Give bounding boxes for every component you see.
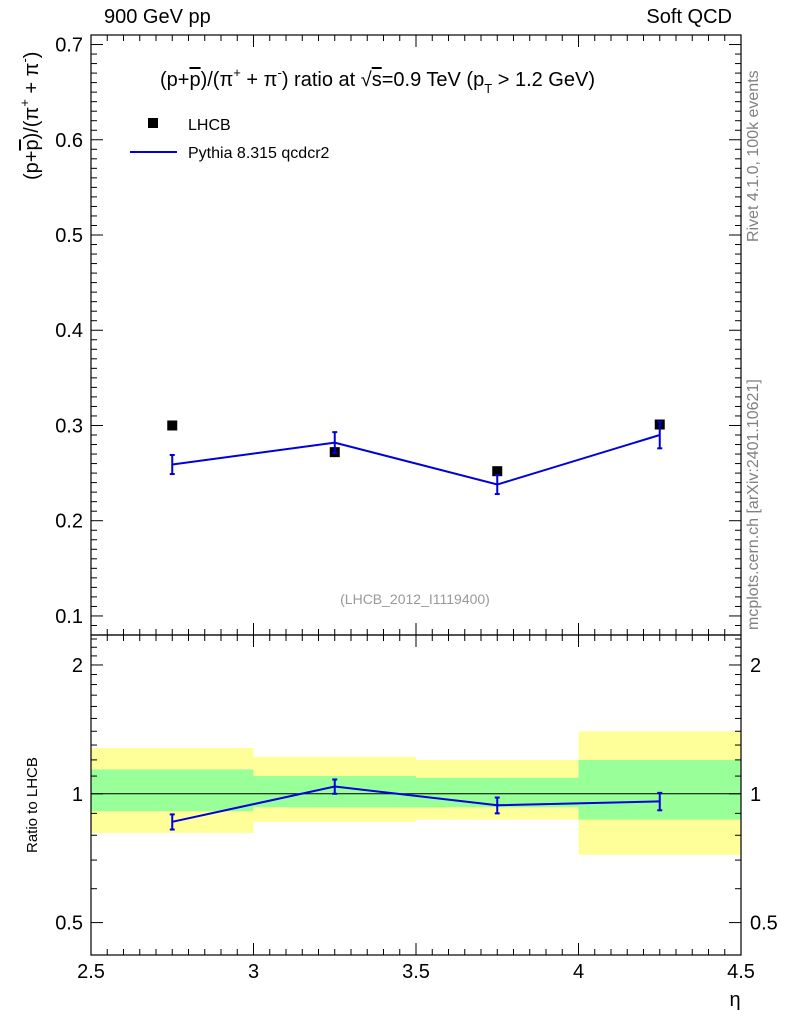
y-axis-label-group: (p+p)/(π+ + π-) [17, 52, 43, 180]
ratio-y-tick-label-left: 1 [72, 784, 83, 806]
uncertainty-band-inner-0 [91, 769, 254, 812]
header-right-label: Soft QCD [646, 6, 732, 28]
lhcb-data-point [167, 420, 178, 431]
ratio-y-tick-label-left: 0.5 [55, 913, 83, 935]
y-tick-label: 0.4 [55, 320, 83, 342]
y-tick-label: 0.7 [55, 35, 83, 57]
legend-pythia-label: Pythia 8.315 qcdcr2 [188, 145, 330, 162]
y-tick-label: 0.3 [55, 415, 83, 437]
analysis-id-watermark: (LHCB_2012_I1119400) [340, 591, 490, 607]
x-tick-label: 3.5 [402, 961, 430, 983]
pythia-line [172, 434, 661, 486]
y-tick-label: 0.2 [55, 511, 83, 533]
y-axis-label: (p+p)/(π+ + π-) [17, 52, 43, 180]
y-tick-label: 0.1 [55, 606, 83, 628]
y-tick-label: 0.6 [55, 130, 83, 152]
x-tick-label: 4.5 [727, 961, 755, 983]
ratio-y-axis-label: Ratio to LHCB [24, 757, 41, 853]
header-left-label: 900 GeV pp [104, 6, 211, 28]
x-axis-label: η [729, 989, 740, 1011]
lhcb-data-point [492, 466, 503, 477]
x-tick-label: 4 [573, 961, 584, 983]
chart-title: (p+p)/(π+ + π-) ratio at √s=0.9 TeV (pT … [160, 65, 595, 96]
legend-lhcb-marker [148, 118, 158, 128]
legend-lhcb-label: LHCB [188, 117, 231, 134]
x-tick-label: 2.5 [77, 961, 105, 983]
ratio-y-tick-label-right: 0.5 [750, 913, 778, 935]
ratio-line [172, 785, 660, 823]
ratio-y-tick-label-right: 1 [750, 784, 761, 806]
x-tick-label: 3 [248, 961, 259, 983]
ratio-y-tick-label-right: 2 [750, 655, 761, 677]
y-tick-label: 0.5 [55, 225, 83, 247]
ratio-y-tick-label-left: 2 [72, 655, 83, 677]
